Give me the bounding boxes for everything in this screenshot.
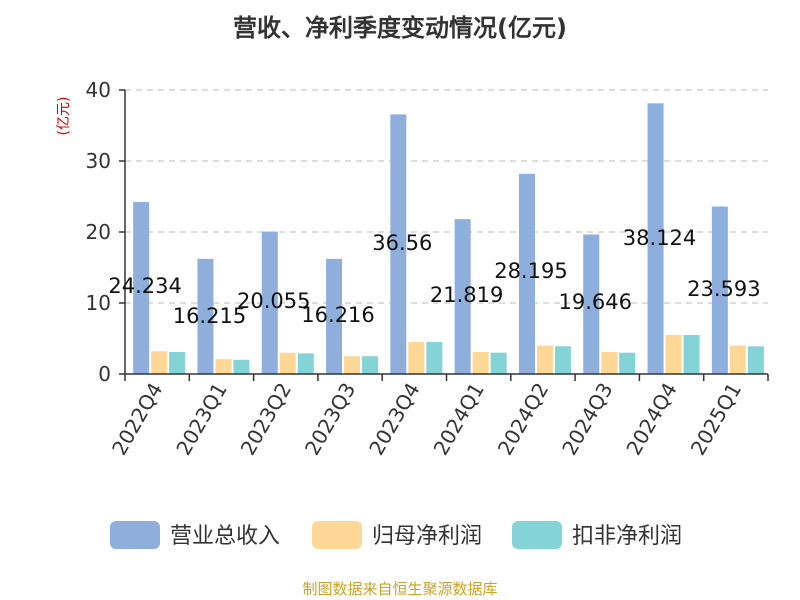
- bar-net-profit-2023Q1[interactable]: [215, 359, 232, 374]
- legend-item-net-profit[interactable]: 归母净利润: [312, 521, 482, 549]
- bar-revenue-2023Q3[interactable]: [326, 258, 343, 374]
- revenue-value-label: 36.56: [372, 231, 432, 255]
- y-tick-label: 30: [86, 149, 111, 173]
- bar-net-profit-2023Q4[interactable]: [408, 342, 425, 374]
- grid: [125, 89, 768, 304]
- bar-net-profit-ex-2024Q1[interactable]: [490, 352, 507, 374]
- y-tick-label: 20: [86, 220, 111, 244]
- bar-net-profit-2024Q2[interactable]: [536, 345, 553, 374]
- bar-revenue-2024Q1[interactable]: [454, 219, 471, 374]
- revenue-value-label: 38.124: [623, 226, 696, 250]
- x-tick-label: 2024Q3: [557, 379, 617, 460]
- x-tick-label: 2023Q2: [236, 379, 296, 460]
- bar-net-profit-ex-2023Q3[interactable]: [362, 356, 379, 374]
- bar-net-profit-2022Q4[interactable]: [151, 351, 168, 374]
- y-tick-label: 10: [86, 291, 111, 315]
- revenue-value-label: 24.234: [108, 274, 181, 298]
- revenue-value-label: 20.055: [237, 289, 310, 313]
- revenue-value-label: 23.593: [687, 277, 760, 301]
- source-note: 制图数据来自恒生聚源数据库: [302, 580, 497, 598]
- bar-net-profit-ex-2023Q1[interactable]: [233, 359, 250, 374]
- revenue-value-label: 16.216: [301, 303, 374, 327]
- bar-net-profit-2024Q4[interactable]: [665, 334, 682, 374]
- revenue-value-label: 16.215: [173, 304, 246, 328]
- bar-net-profit-ex-2022Q4[interactable]: [169, 351, 186, 374]
- bar-net-profit-2025Q1[interactable]: [729, 345, 746, 374]
- y-axis-label: (亿元): [56, 97, 72, 136]
- bar-net-profit-ex-2024Q2[interactable]: [554, 346, 571, 374]
- bar-revenue-2024Q4[interactable]: [647, 103, 664, 374]
- legend-label: 营业总收入: [170, 524, 280, 549]
- x-tick-label: 2023Q3: [300, 379, 360, 460]
- chart-title: 营收、净利季度变动情况(亿元): [233, 14, 567, 42]
- bar-revenue-2023Q2[interactable]: [261, 231, 278, 374]
- x-tick-label: 2025Q1: [686, 379, 746, 460]
- legend-swatch: [110, 521, 160, 549]
- legend-swatch: [512, 521, 562, 549]
- legend[interactable]: 营业总收入 归母净利润 扣非净利润: [110, 521, 682, 549]
- legend-label: 扣非净利润: [572, 524, 682, 549]
- bar-net-profit-ex-2024Q3[interactable]: [619, 352, 636, 374]
- legend-item-net-profit-ex[interactable]: 扣非净利润: [512, 521, 682, 549]
- x-tick-label: 2024Q1: [429, 379, 489, 460]
- x-tick-label: 2024Q4: [621, 379, 681, 460]
- bar-net-profit-2024Q3[interactable]: [601, 351, 618, 374]
- revenue-value-label: 28.195: [494, 259, 567, 283]
- bar-net-profit-ex-2023Q4[interactable]: [426, 342, 443, 374]
- revenue-value-label: 19.646: [559, 290, 632, 314]
- x-tick-label: 2023Q4: [364, 379, 424, 460]
- bars: [133, 103, 764, 374]
- bar-revenue-2023Q4[interactable]: [390, 114, 407, 374]
- bar-net-profit-2023Q2[interactable]: [279, 352, 296, 374]
- bar-net-profit-ex-2024Q4[interactable]: [683, 334, 700, 374]
- bar-net-profit-ex-2025Q1[interactable]: [747, 346, 764, 374]
- legend-item-revenue[interactable]: 营业总收入: [110, 521, 280, 549]
- revenue-value-label: 21.819: [430, 283, 503, 307]
- x-tick-label: 2023Q1: [171, 379, 231, 460]
- bar-revenue-2024Q2[interactable]: [518, 173, 535, 374]
- bar-revenue-2025Q1[interactable]: [711, 206, 728, 374]
- bar-revenue-2024Q3[interactable]: [583, 234, 600, 374]
- legend-swatch: [312, 521, 362, 549]
- x-tick-label: 2024Q2: [493, 379, 553, 460]
- x-tick-label: 2022Q4: [107, 379, 167, 460]
- y-tick-label: 40: [86, 78, 111, 102]
- bar-revenue-2023Q1[interactable]: [197, 258, 214, 374]
- bar-revenue-2022Q4[interactable]: [133, 201, 150, 374]
- legend-label: 归母净利润: [372, 524, 482, 549]
- bar-net-profit-ex-2023Q2[interactable]: [297, 353, 314, 374]
- bar-net-profit-2024Q1[interactable]: [472, 351, 489, 374]
- bar-net-profit-2023Q3[interactable]: [344, 356, 361, 374]
- y-tick-label: 0: [98, 362, 111, 386]
